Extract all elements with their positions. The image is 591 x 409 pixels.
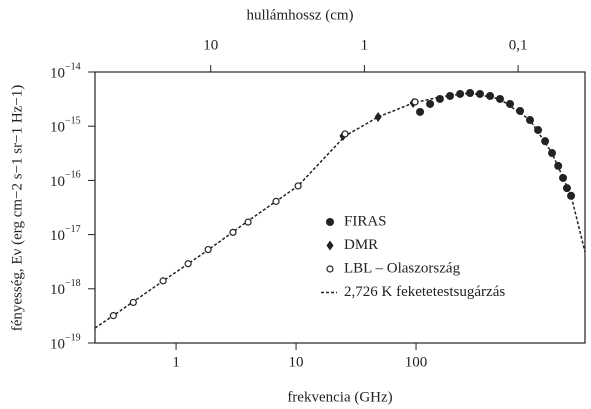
data-point [446, 91, 455, 100]
legend-label: 2,726 K feketetestsugárzás [344, 284, 505, 300]
legend-label: LBL – Olaszország [344, 260, 461, 276]
data-point [456, 89, 465, 98]
y-tick-exponent: −15 [65, 115, 81, 126]
data-point [548, 149, 557, 158]
y-tick-label: 10 [50, 228, 65, 244]
blackbody-curve [94, 92, 586, 329]
data-point [341, 130, 349, 138]
data-point [374, 111, 382, 122]
data-point [416, 107, 425, 116]
data-point [562, 184, 571, 193]
data-point [516, 106, 525, 115]
data-point [184, 260, 192, 268]
y-tick-exponent: −14 [65, 61, 81, 72]
y-tick-exponent: −17 [65, 224, 81, 235]
top-tick-label: 1 [361, 37, 369, 53]
x-axis-label: frekvencia (GHz) [287, 389, 392, 405]
data-point [475, 89, 484, 98]
data-point [435, 94, 444, 103]
data-point [541, 137, 550, 146]
x-tick-label: 10 [289, 354, 304, 370]
top-tick-label: 0,1 [509, 37, 528, 53]
legend-marker [326, 240, 334, 251]
top-axis-label: hullámhossz (cm) [246, 7, 353, 23]
data-point [567, 191, 576, 200]
y-tick-label: 10 [50, 65, 65, 81]
y-tick-exponent: −16 [65, 170, 81, 181]
data-point [526, 116, 535, 125]
plot-frame [94, 71, 586, 344]
data-point [272, 197, 280, 205]
y-tick-label: 10 [50, 282, 65, 298]
data-point [559, 173, 568, 182]
y-axis-label: fényesség, Eν (erg cm−2 s−1 sr−1 Hz−1) [9, 85, 25, 332]
legend-marker [326, 218, 334, 226]
data-point [486, 91, 495, 100]
data-point [506, 99, 515, 108]
data-point [204, 245, 212, 254]
y-tick-label: 10 [50, 120, 65, 136]
data-point [109, 312, 117, 320]
data-point [426, 99, 435, 108]
legend-label: FIRAS [344, 213, 387, 229]
y-tick-label: 10 [50, 174, 65, 190]
legend-label: DMR [344, 237, 378, 253]
data-point [294, 182, 302, 190]
data-point [129, 298, 137, 307]
data-point [496, 94, 505, 103]
data-point [229, 228, 237, 236]
data-point [466, 88, 475, 97]
y-tick-exponent: −19 [65, 332, 81, 343]
data-point [411, 98, 419, 106]
x-tick-label: 1 [172, 354, 180, 370]
legend-marker [326, 265, 334, 273]
data-point [534, 126, 543, 135]
y-tick-exponent: −18 [65, 278, 81, 289]
data-point [244, 218, 252, 226]
data-point [159, 277, 167, 285]
data-point [554, 161, 563, 170]
y-tick-label: 10 [50, 336, 65, 352]
top-tick-label: 10 [203, 37, 218, 53]
x-tick-label: 100 [405, 354, 428, 370]
